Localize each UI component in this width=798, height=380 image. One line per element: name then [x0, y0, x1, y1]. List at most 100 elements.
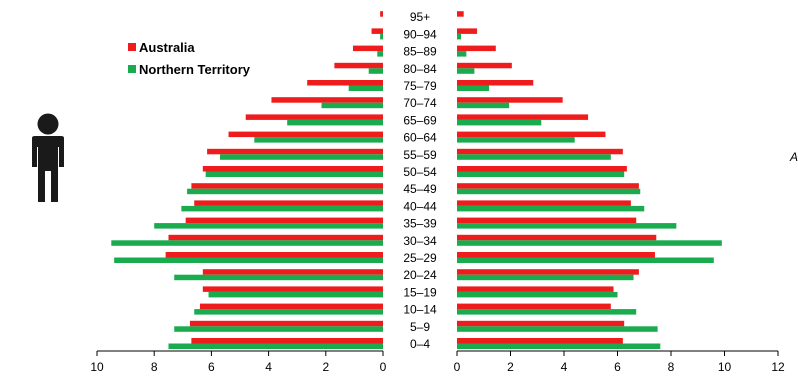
left-x-axis-tick-label: 10 [90, 360, 104, 374]
age-group-label: 35–39 [403, 217, 437, 231]
bar-right-australia [457, 234, 657, 241]
bar-left-australia [189, 320, 383, 327]
bar-left-australia [307, 80, 383, 86]
bar-left-australia [202, 286, 383, 292]
age-group-label: 45–49 [403, 182, 437, 196]
bar-right-australia [457, 217, 637, 224]
bar-right-northern-territory [457, 343, 661, 349]
bar-left-northern-territory [205, 171, 383, 177]
chart-legend: Australia Northern Territory [128, 36, 250, 80]
bar-left-northern-territory [168, 343, 383, 349]
bar-right-australia [457, 11, 464, 17]
bar-left-australia [334, 62, 383, 69]
age-group-label: 10–14 [403, 303, 437, 317]
bar-left-northern-territory [187, 188, 383, 195]
legend-label-northern-territory: Northern Territory [139, 61, 250, 77]
bar-left-australia [199, 303, 383, 310]
left-x-axis-tick-label: 8 [151, 360, 158, 374]
age-group-label: 65–69 [403, 113, 437, 127]
bar-right-australia [457, 252, 655, 258]
bar-left-australia [185, 217, 383, 224]
bar-right-australia [457, 183, 639, 189]
left-x-axis-tick-label: 4 [265, 360, 272, 374]
bar-right-northern-territory [457, 102, 510, 109]
legend-swatch-australia [128, 43, 136, 51]
bar-right-australia [457, 320, 625, 327]
bar-right-australia [457, 97, 563, 103]
bar-left-northern-territory [321, 102, 383, 109]
age-group-label: 40–44 [403, 199, 437, 213]
age-group-label: 0–4 [410, 337, 430, 351]
bar-left-northern-territory [111, 240, 384, 246]
bar-right-northern-territory [457, 274, 634, 281]
left-x-axis-tick-label: 6 [208, 360, 215, 374]
legend-label-australia: Australia [139, 39, 195, 55]
bar-left-australia [165, 252, 383, 258]
right-x-axis-tick-label: 10 [718, 360, 732, 374]
bar-left-australia [245, 114, 383, 120]
bar-right-northern-territory [457, 68, 475, 74]
age-group-label: 95+ [410, 10, 430, 24]
age-group-label: 80–84 [403, 62, 437, 76]
right-x-axis-tick-label: 6 [614, 360, 621, 374]
age-group-label: 60–64 [403, 131, 437, 145]
age-group-label: 5–9 [410, 320, 430, 334]
right-x-axis-tick-label: 2 [507, 360, 514, 374]
age-group-label: 15–19 [403, 285, 437, 299]
bar-left-northern-territory [368, 68, 383, 74]
bar-left-northern-territory [154, 223, 383, 229]
left-x-axis-tick-label: 2 [322, 360, 329, 374]
age-group-label: 50–54 [403, 165, 437, 179]
bar-left-northern-territory [254, 137, 383, 143]
legend-swatch-northern-territory [128, 65, 136, 73]
right-x-axis-tick-label: 0 [454, 360, 461, 374]
bar-left-australia [380, 11, 383, 17]
bar-left-australia [352, 45, 383, 52]
bar-left-northern-territory [380, 33, 383, 40]
age-group-label: 30–34 [403, 234, 437, 248]
bar-left-australia [194, 200, 383, 206]
bar-right-australia [457, 28, 478, 34]
right-x-axis-tick-label: 8 [668, 360, 675, 374]
male-person-icon [32, 113, 64, 202]
bar-right-northern-territory [457, 188, 641, 195]
bar-right-northern-territory [457, 309, 637, 315]
bar-right-australia [457, 148, 623, 155]
bar-right-northern-territory [457, 257, 714, 263]
bar-left-australia [228, 131, 383, 138]
bar-left-australia [191, 183, 383, 189]
right-x-axis-tick-label: 12 [771, 360, 785, 374]
bar-right-northern-territory [457, 205, 645, 212]
bar-right-northern-territory [457, 240, 722, 246]
bar-left-australia [168, 234, 383, 241]
bar-right-australia [457, 80, 534, 86]
bar-left-australia [191, 338, 383, 344]
bar-left-northern-territory [348, 85, 383, 91]
bar-right-australia [457, 269, 639, 275]
bar-right-australia [457, 338, 623, 344]
age-group-label: 20–24 [403, 268, 437, 282]
bar-left-northern-territory [208, 291, 383, 298]
bar-left-australia [202, 166, 383, 172]
bar-left-northern-territory [181, 205, 383, 212]
bar-right-northern-territory [457, 119, 542, 126]
bar-right-northern-territory [457, 326, 658, 332]
bar-left-northern-territory [114, 257, 383, 263]
left-x-axis-tick-label: 0 [380, 360, 387, 374]
legend-item-australia: Australia [128, 36, 250, 58]
bar-right-northern-territory [457, 154, 611, 160]
bar-right-australia [457, 286, 614, 292]
age-group-label: 55–59 [403, 148, 437, 162]
age-group-label: 75–79 [403, 79, 437, 93]
age-group-label: 90–94 [403, 27, 437, 41]
bar-left-australia [371, 28, 383, 34]
bar-right-australia [457, 303, 611, 310]
bar-right-australia [457, 166, 627, 172]
age-group-label: 85–89 [403, 45, 437, 59]
bar-left-northern-territory [174, 274, 383, 281]
bar-right-northern-territory [457, 137, 575, 143]
legend-item-northern-territory: Northern Territory [128, 58, 250, 80]
bar-left-northern-territory [219, 154, 383, 160]
bar-right-northern-territory [457, 223, 677, 229]
